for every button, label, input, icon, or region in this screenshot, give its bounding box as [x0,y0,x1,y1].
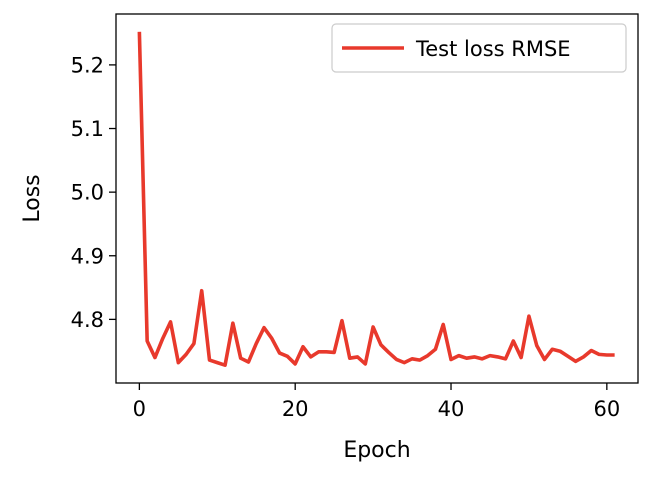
y-tick-label: 4.9 [71,244,104,268]
plot-frame [115,13,639,384]
x-tick-label: 40 [438,397,465,421]
x-tick-label: 20 [282,397,309,421]
x-axis-label: Epoch [343,438,410,463]
legend-box [331,23,627,73]
series-line-0 [137,31,615,367]
y-tick-label: 5.1 [71,117,104,141]
y-tick-label: 4.8 [71,308,104,332]
y-axis: 4.8 4.9 5.0 5.1 5.2 [71,53,116,332]
plot-area [137,31,615,367]
legend: Test loss RMSE [331,23,627,73]
x-tick-label: 60 [593,397,620,421]
y-tick-label: 5.2 [71,53,104,77]
legend-label: Test loss RMSE [415,37,571,61]
x-tick-label: 0 [133,397,146,421]
y-tick-label: 5.0 [71,181,104,205]
x-axis: 0 20 40 60 [133,383,620,421]
y-axis-label: Loss [20,174,45,222]
